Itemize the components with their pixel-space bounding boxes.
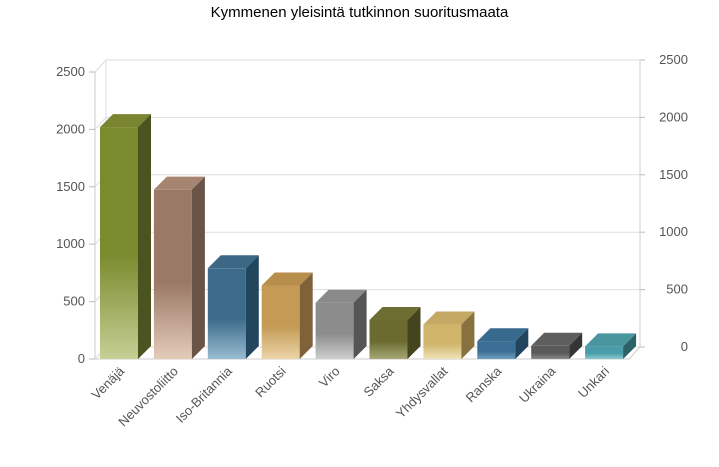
y-right-tick-label: 2000 xyxy=(659,109,688,124)
x-tick-label: Ruotsi xyxy=(252,363,289,400)
bar-top xyxy=(477,328,529,342)
x-tick-label: Venäjä xyxy=(88,363,127,402)
bar xyxy=(261,272,313,359)
bar-side xyxy=(461,311,475,359)
bar xyxy=(100,114,151,359)
bar-top xyxy=(423,311,475,325)
x-tick-label: Unkari xyxy=(575,363,612,400)
bar-side xyxy=(623,333,637,359)
x-tick-label: Saksa xyxy=(360,363,397,400)
bar xyxy=(585,333,637,359)
y-tick-label: 2500 xyxy=(56,64,85,79)
bar xyxy=(207,255,259,359)
y-right-tick-label: 0 xyxy=(681,339,688,354)
x-tick-label: Ukraina xyxy=(516,363,559,406)
bar-top xyxy=(531,332,583,346)
y-tick-label: 1000 xyxy=(56,236,85,251)
y-tick-label: 500 xyxy=(63,294,85,309)
y-right-tick-label: 500 xyxy=(666,282,688,297)
bar-front xyxy=(423,324,462,359)
y-tick-label: 0 xyxy=(78,351,85,366)
bar-side xyxy=(191,176,205,359)
bar-front xyxy=(153,189,192,359)
x-tick-label: Ranska xyxy=(463,363,505,405)
y-tick-label: 2000 xyxy=(56,121,85,136)
chart-title: Kymmenen yleisintä tutkinnon suoritusmaa… xyxy=(210,4,509,21)
bar xyxy=(531,332,583,359)
bar-front xyxy=(531,345,570,359)
bar-front xyxy=(585,346,624,359)
bar-side xyxy=(245,255,259,359)
bar-front xyxy=(477,341,516,359)
bar-side xyxy=(515,328,529,359)
bar-front xyxy=(207,268,246,359)
bar xyxy=(477,328,529,359)
bar xyxy=(315,289,367,359)
y-right-tick-label: 2500 xyxy=(659,52,688,67)
bar-layer xyxy=(100,114,637,359)
gridline-depth xyxy=(94,59,107,73)
gridline-depth xyxy=(94,117,107,130)
bar-top xyxy=(315,289,367,303)
y-right-tick-label: 1500 xyxy=(659,167,688,182)
bar-top xyxy=(369,306,421,320)
bar-top xyxy=(100,114,151,128)
y-right-tick-label: 1000 xyxy=(659,224,688,239)
bar xyxy=(369,306,421,359)
bar-side xyxy=(299,272,313,359)
bar-side xyxy=(407,306,421,359)
y-tick-label: 1500 xyxy=(56,179,85,194)
x-tick-label: Iso-Britannia xyxy=(173,363,236,426)
bar-front xyxy=(369,319,408,359)
bar-side xyxy=(138,114,151,359)
floor-depth xyxy=(628,346,641,360)
bar xyxy=(153,176,205,359)
bar xyxy=(423,311,475,359)
bar-top xyxy=(261,272,313,286)
bar-side xyxy=(569,332,583,359)
bar-top xyxy=(585,333,637,347)
bar-front xyxy=(261,285,300,359)
bar-top xyxy=(153,176,205,190)
x-tick-label: Viro xyxy=(316,364,343,391)
x-tick-label: Yhdysvallat xyxy=(393,363,451,421)
bar-side xyxy=(353,289,367,359)
bar-front xyxy=(315,302,354,359)
bar-top xyxy=(207,255,259,269)
bar-front xyxy=(100,127,138,359)
